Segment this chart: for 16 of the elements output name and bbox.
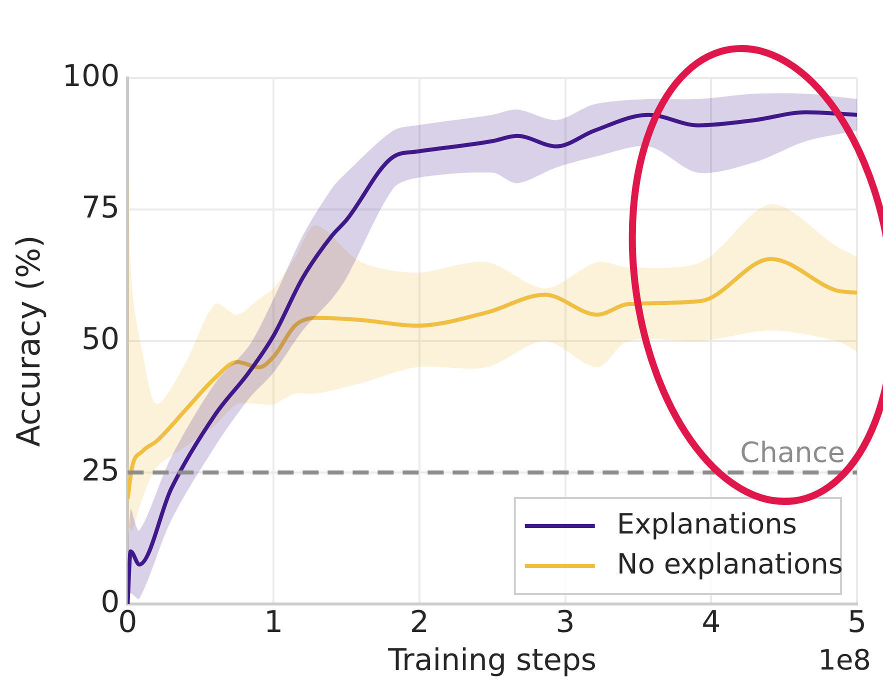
legend-label: No explanations bbox=[616, 547, 844, 580]
x-tick-label: 4 bbox=[702, 604, 721, 640]
legend-label: Explanations bbox=[616, 507, 797, 540]
y-tick-label: 75 bbox=[81, 190, 120, 226]
y-tick-label: 50 bbox=[81, 322, 120, 357]
x-tick-label: 3 bbox=[556, 604, 575, 640]
y-axis-title: Accuracy (%) bbox=[10, 235, 48, 447]
line-series bbox=[128, 256, 857, 501]
ref-line-label: Chance bbox=[740, 436, 845, 469]
y-tick-label: 25 bbox=[81, 453, 120, 488]
text: 1e8 bbox=[818, 643, 871, 676]
x-tick-label: 2 bbox=[410, 604, 429, 640]
y-tick-label: 100 bbox=[62, 58, 120, 94]
x-tick-label: 5 bbox=[847, 604, 867, 640]
x-tick-label: 1 bbox=[264, 604, 284, 640]
x-axis-title: Training steps bbox=[387, 642, 597, 678]
